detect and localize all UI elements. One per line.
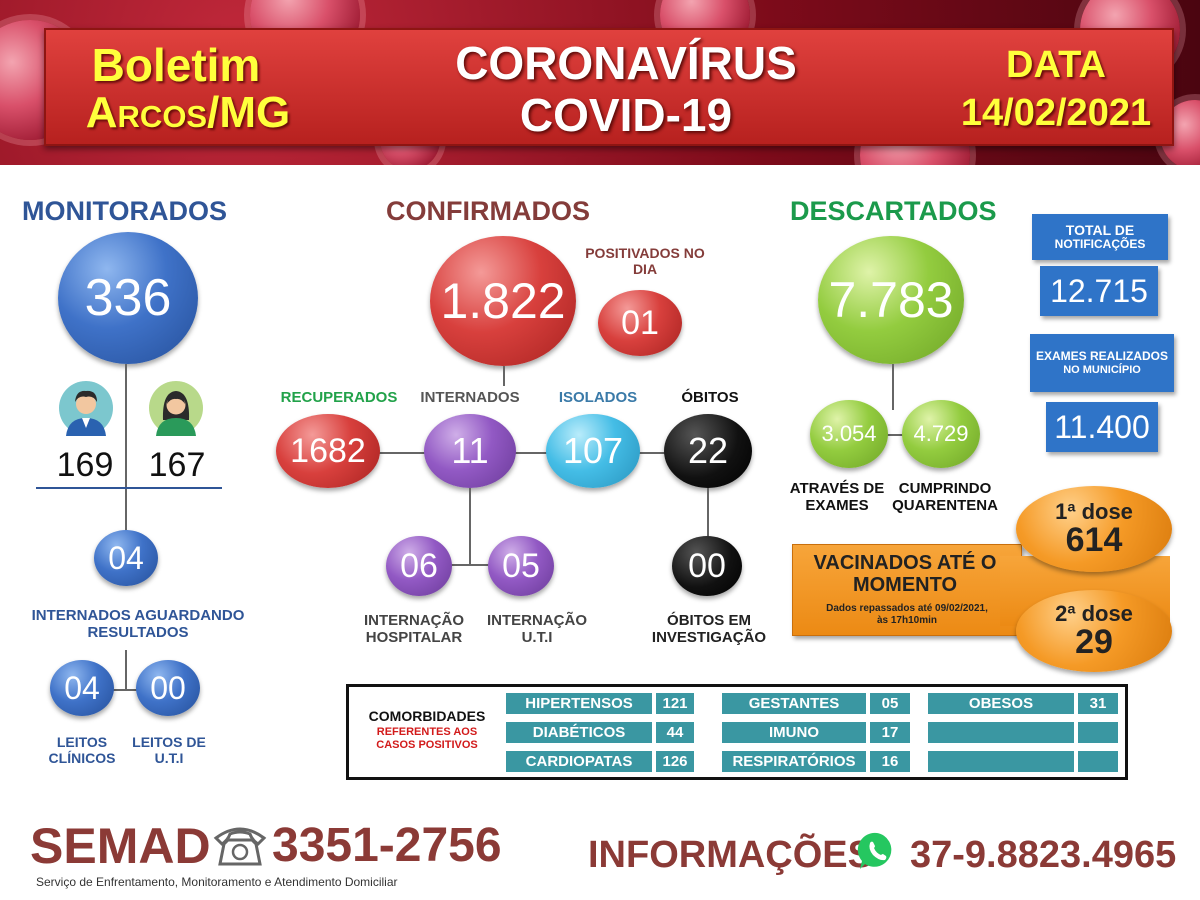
isolados-label: ISOLADOS [558, 389, 638, 406]
descartados-quarentena-count: 4.729 [902, 400, 980, 468]
connector-line [872, 434, 912, 436]
confirmados-heading: CONFIRMADOS [386, 196, 590, 226]
confirmados-total: 1.822 [430, 236, 576, 366]
exames-label-1: EXAMES REALIZADOS [1035, 348, 1168, 363]
exames-value: 11.400 [1046, 402, 1158, 452]
vacinados-box [792, 544, 1022, 636]
header-hero: Boletim Arcos/MG CORONAVÍRUS COVID-19 DA… [0, 0, 1200, 165]
vacinados-note: Dados repassados até 09/02/2021, às 17h1… [826, 603, 988, 626]
whatsapp-icon [856, 830, 898, 872]
comorbidade-empty-cell [928, 751, 1074, 772]
connector-line [440, 564, 510, 566]
dose2-value: 29 [1075, 622, 1113, 661]
leitos-clinicos-label: LEITOS CLÍNICOS [48, 734, 116, 767]
descartados-exames-label: ATRAVÉS DE EXAMES [789, 480, 885, 515]
connector-line [503, 366, 505, 386]
positivados-label: POSITIVADOS NO DIA [585, 245, 705, 278]
comorbidade-label: CARDIOPATAS [506, 751, 652, 772]
informacoes-label: INFORMAÇÕES [588, 834, 873, 876]
comorbidades-title: COMORBIDADES [368, 708, 486, 724]
internacao-hospitalar-count: 06 [386, 536, 452, 596]
descartados-total: 7.783 [818, 236, 964, 364]
monitorados-men-count: 169 [56, 446, 114, 484]
comorbidade-label: IMUNO [722, 722, 866, 743]
exames-label-2: NO MUNICÍPIO [1063, 363, 1141, 376]
positivados-count: 01 [598, 290, 682, 356]
comorbidade-label: OBESOS [928, 693, 1074, 714]
notificacoes-value: 12.715 [1040, 266, 1158, 316]
comorbidade-label: RESPIRATÓRIOS [722, 751, 866, 772]
whatsapp-number: 37-9.8823.4965 [910, 834, 1177, 876]
date-value: 14/02/2021 [960, 92, 1152, 134]
notificacoes-label-2: NOTIFICAÇÕES [1054, 237, 1146, 252]
internacao-hospitalar-label: INTERNAÇÃO HOSPITALAR [364, 612, 464, 647]
city-label: Arcos/MG [85, 88, 291, 137]
notificacoes-label-1: TOTAL DE [1065, 222, 1135, 239]
semad-description: Serviço de Enfrentamento, Monitoramento … [36, 875, 398, 889]
date-label: DATA [1006, 44, 1106, 86]
connector-line [370, 452, 670, 454]
boletim-label: Boletim [91, 39, 261, 91]
connector-line [125, 650, 127, 690]
descartados-heading: DESCARTADOS [790, 196, 997, 226]
leitos-uti-count: 00 [136, 660, 200, 716]
obitos-count: 22 [664, 414, 752, 488]
dose1-label: 1ª dose [1055, 498, 1133, 524]
dose2-label: 2ª dose [1055, 600, 1133, 626]
title-line-1: CORONAVÍRUS [455, 37, 797, 89]
connector-line [125, 364, 127, 534]
comorbidade-value: 31 [1078, 693, 1118, 714]
comorbidade-value: 16 [870, 751, 910, 772]
dose1-bubble: 1ª dose 614 [1016, 486, 1172, 572]
leitos-uti-label: LEITOS DE U.T.I [132, 734, 206, 767]
monitorados-heading: MONITORADOS [22, 196, 228, 226]
descartados-exames-count: 3.054 [810, 400, 888, 468]
telephone-icon [212, 822, 268, 870]
aguardando-label: INTERNADOS AGUARDANDO RESULTADOS [31, 607, 245, 642]
comorbidade-value: 05 [870, 693, 910, 714]
man-avatar-icon [58, 380, 114, 436]
comorbidade-value: 44 [656, 722, 694, 743]
comorbidade-value: 126 [656, 751, 694, 772]
obitos-label: ÓBITOS [681, 389, 739, 406]
woman-avatar-icon [148, 380, 204, 436]
connector-line [469, 488, 471, 564]
semad-label: SEMAD [30, 818, 211, 874]
comorbidade-value: 121 [656, 693, 694, 714]
connector-line [707, 488, 709, 538]
dose1-value: 614 [1065, 520, 1123, 559]
dose2-bubble: 2ª dose 29 [1016, 590, 1172, 672]
comorbidade-empty-cell [1078, 751, 1118, 772]
isolados-count: 107 [546, 414, 640, 488]
comorbidade-empty-cell [1078, 722, 1118, 743]
obitos-investigacao-count: 00 [672, 536, 742, 596]
header-banner: Boletim Arcos/MG CORONAVÍRUS COVID-19 DA… [44, 28, 1174, 146]
monitorados-women-count: 167 [148, 446, 206, 484]
comorbidade-label: DIABÉTICOS [506, 722, 652, 743]
comorbidade-label: HIPERTENSOS [506, 693, 652, 714]
recuperados-label: RECUPERADOS [280, 389, 398, 406]
internacao-uti-count: 05 [488, 536, 554, 596]
internados-label: INTERNADOS [420, 389, 520, 406]
title-line-2: COVID-19 [519, 89, 733, 141]
obitos-investigacao-label: ÓBITOS EM INVESTIGAÇÃO [651, 612, 767, 647]
connector-line [892, 364, 894, 410]
exames-label-box: EXAMES REALIZADOS NO MUNICÍPIO [1030, 334, 1174, 392]
comorbidade-value: 17 [870, 722, 910, 743]
comorbidade-empty-cell [928, 722, 1074, 743]
monitorados-total: 336 [58, 232, 198, 364]
vacinados-title: VACINADOS ATÉ O MOMENTO [813, 552, 997, 596]
internacao-uti-label: INTERNAÇÃO U.T.I [487, 612, 587, 647]
descartados-quarentena-label: CUMPRINDO QUARENTENA [892, 480, 998, 515]
leitos-clinicos-count: 04 [50, 660, 114, 716]
comorbidade-label: GESTANTES [722, 693, 866, 714]
notificacoes-label-box: TOTAL DE NOTIFICAÇÕES [1032, 214, 1168, 260]
phone-number: 3351-2756 [272, 819, 502, 872]
divider-line [36, 487, 222, 489]
recuperados-count: 1682 [276, 414, 380, 488]
comorbidades-subtitle: REFERENTES AOS CASOS POSITIVOS [376, 726, 478, 752]
aguardando-count: 04 [94, 530, 158, 586]
internados-count: 11 [424, 414, 516, 488]
connector-line [112, 689, 142, 691]
